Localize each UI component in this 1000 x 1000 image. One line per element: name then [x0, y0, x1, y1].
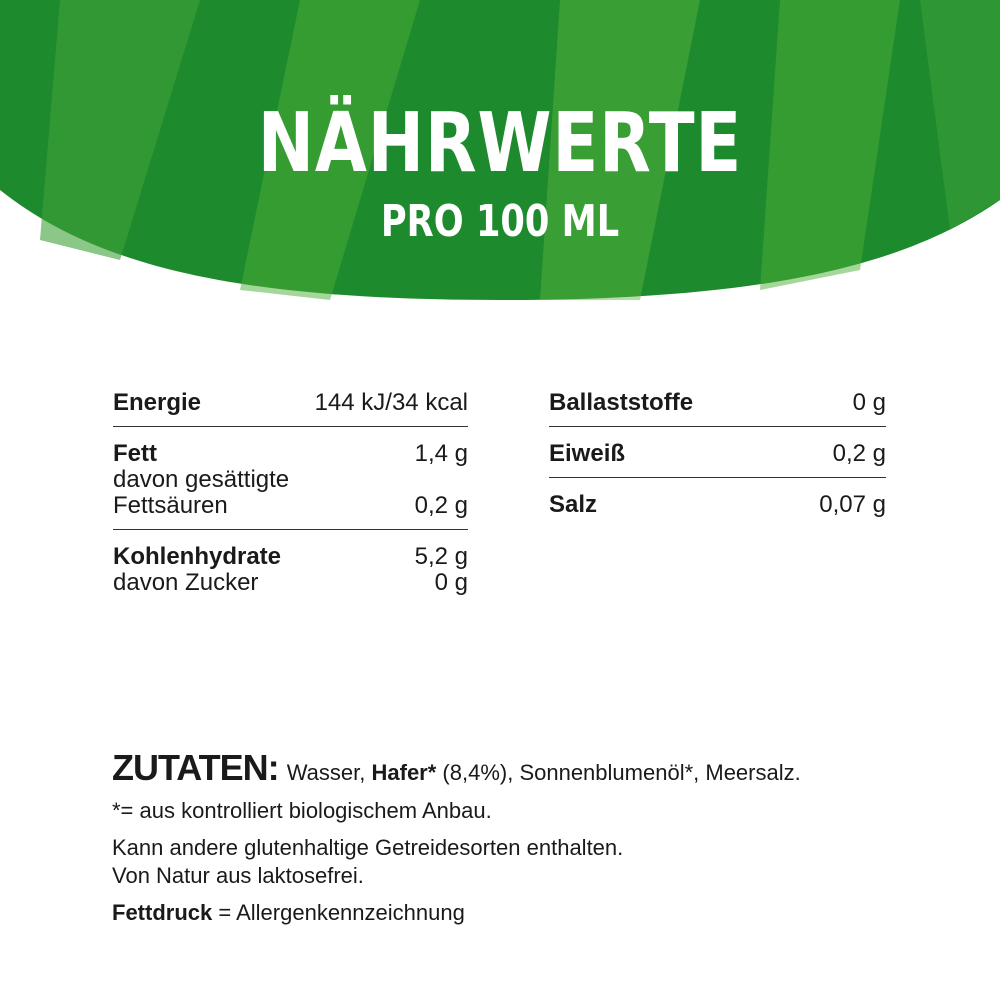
gluten-notice: Kann andere glutenhaltige Getreidesorten…: [112, 835, 624, 860]
lactose-notice: Von Natur aus laktosefrei.: [112, 863, 364, 888]
nutrient-value: 5,2 g: [414, 543, 468, 570]
nutrient-label: Kohlenhydrate: [113, 543, 282, 570]
allergen-hafer: Hafer*: [371, 760, 437, 785]
nutrient-label: davon Zucker: [113, 569, 259, 596]
page-subtitle: PRO 100 ML: [380, 196, 620, 247]
page-title: NÄHRWERTE: [257, 96, 743, 191]
nutrition-table-left: Energie 144 kJ/34 kcal Fett 1,4 g davon gesä…: [113, 390, 468, 620]
nutrient-value: 0,2 g: [832, 440, 886, 467]
nutrient-label: Eiweiß: [549, 440, 626, 467]
ingredients-text: Wasser,: [280, 760, 372, 785]
nutrient-value: 0 g: [434, 569, 468, 596]
nutrition-row: Eiweiß 0,2 g: [549, 441, 886, 467]
nutrition-row: Fettsäuren 0,2 g: [113, 493, 468, 519]
ingredients-text-rest: (8,4%), Sonnenblumenöl*, Meersalz.: [436, 760, 801, 785]
nutrition-row: Fett 1,4 g: [113, 441, 468, 467]
nutrient-value: 144 kJ/34 kcal: [314, 389, 468, 416]
nutrient-value: 1,4 g: [414, 440, 468, 467]
nutrition-row: davon Zucker 0 g: [113, 570, 468, 596]
nutrient-value: 0,2 g: [414, 492, 468, 519]
nutrient-label: Energie: [113, 389, 202, 416]
nutrient-value: 0,07 g: [819, 491, 886, 518]
nutrient-label: Fettsäuren: [113, 492, 228, 519]
nutrient-label: Fett: [113, 440, 157, 467]
nutrition-group: Salz 0,07 g: [549, 492, 886, 528]
ingredients-heading: ZUTATEN:: [112, 747, 280, 788]
ingredients-section: ZUTATEN: Wasser, Hafer* (8,4%), Sonnenbl…: [112, 748, 932, 936]
nutrition-table-right: Ballaststoffe 0 g Eiweiß 0,2 g Salz 0,07 g: [549, 390, 886, 542]
nutrient-label: Salz: [549, 491, 598, 518]
nutrition-group: Fett 1,4 g davon gesättigte Fettsäuren 0,2 g: [113, 441, 468, 530]
nutrient-value: 0 g: [852, 389, 886, 416]
nutrition-row: Ballaststoffe 0 g: [549, 390, 886, 416]
allergen-legend-bold: Fettdruck: [112, 900, 213, 925]
nutrition-group: Eiweiß 0,2 g: [549, 441, 886, 478]
nutrition-group: Kohlenhydrate 5,2 g davon Zucker 0 g: [113, 544, 468, 606]
nutrient-label: davon gesättigte: [113, 466, 290, 493]
allergen-legend-text: = Allergenkennzeichnung: [212, 900, 465, 925]
nutrition-group: Ballaststoffe 0 g: [549, 390, 886, 427]
nutrition-row: Salz 0,07 g: [549, 492, 886, 518]
nutrient-label: Ballaststoffe: [549, 389, 694, 416]
nutrition-row: Energie 144 kJ/34 kcal: [113, 390, 468, 416]
green-brush-header-background: [0, 0, 1000, 300]
organic-footnote: *= aus kontrolliert biologischem Anbau.: [112, 798, 492, 823]
nutrition-group: Energie 144 kJ/34 kcal: [113, 390, 468, 427]
nutrition-row: davon gesättigte: [113, 467, 468, 493]
nutrition-row: Kohlenhydrate 5,2 g: [113, 544, 468, 570]
